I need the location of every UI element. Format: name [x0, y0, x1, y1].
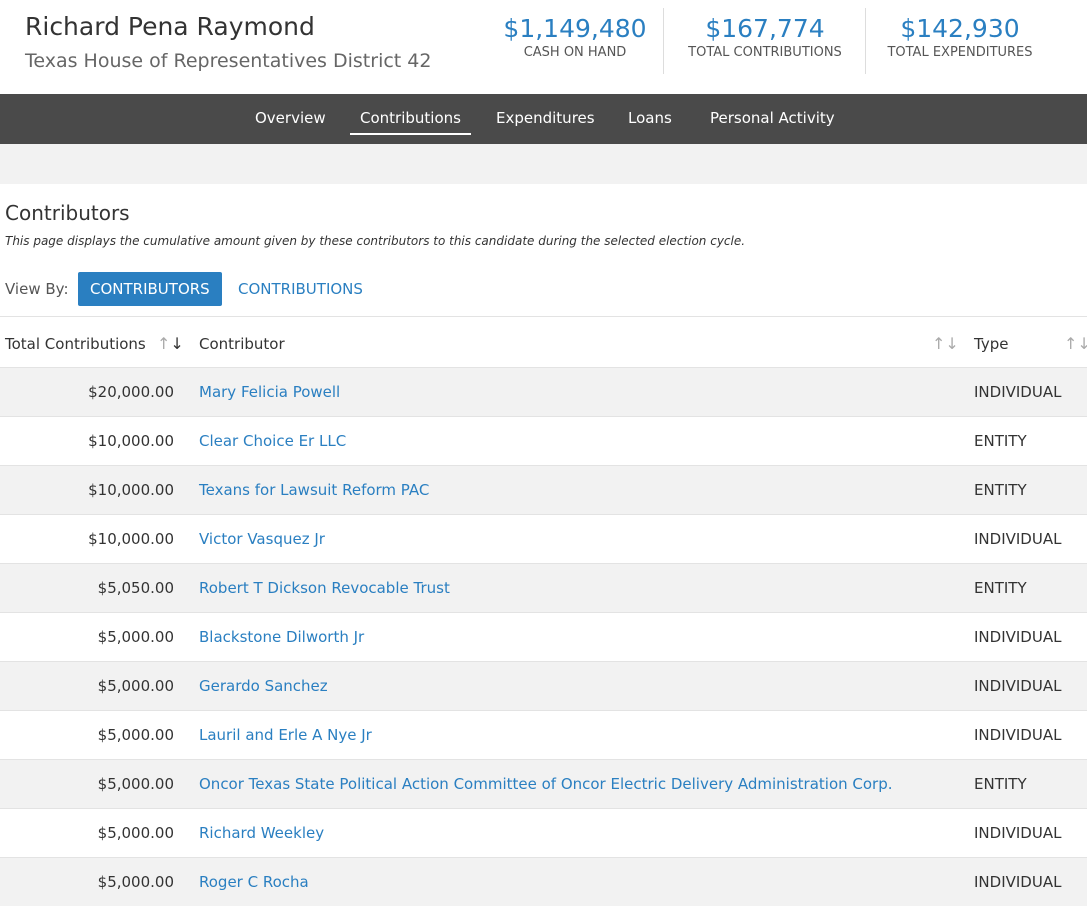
amount: $5,000.00	[97, 677, 174, 695]
type: ENTITY	[974, 579, 1027, 597]
contributor-link[interactable]: Lauril and Erle A Nye Jr	[199, 726, 372, 744]
table-row: $5,000.00 Gerardo Sanchez INDIVIDUAL	[0, 661, 1087, 710]
table-row: $10,000.00 Clear Choice Er LLC ENTITY	[0, 416, 1087, 465]
nav-bar: Overview Contributions Expenditures Loans Pe…	[0, 94, 1087, 144]
sort-icon[interactable]: ↑↓	[932, 334, 959, 353]
contributor-link[interactable]: Robert T Dickson Revocable Trust	[199, 579, 450, 597]
table-row: $5,000.00 Blackstone Dilworth Jr INDIVIDUA…	[0, 612, 1087, 661]
column-header[interactable]: Type	[974, 335, 1009, 353]
contributor-link[interactable]: Victor Vasquez Jr	[199, 530, 325, 548]
contributor-link[interactable]: Gerardo Sanchez	[199, 677, 328, 695]
contributor-link[interactable]: Clear Choice Er LLC	[199, 432, 347, 450]
amount: $5,000.00	[97, 824, 174, 842]
amount: $10,000.00	[88, 530, 174, 548]
view-button[interactable]: CONTRIBUTIONS	[238, 280, 363, 298]
stat-label: TOTAL CONTRIBUTIONS	[688, 45, 842, 60]
amount: $5,000.00	[97, 873, 174, 891]
table-row: $5,000.00 Richard Weekley INDIVIDUAL	[0, 808, 1087, 857]
contributor-link[interactable]: Mary Felicia Powell	[199, 383, 341, 401]
table-row: $5,000.00 Oncor Texas State Political Act…	[0, 759, 1087, 808]
type: INDIVIDUAL	[974, 677, 1062, 695]
table-row: $10,000.00 Texans for Lawsuit Reform PAC E…	[0, 465, 1087, 514]
table-header: Total Contributions ↑↓ Contributor ↑↓ Ty…	[0, 316, 1087, 367]
nav-item[interactable]: Loans	[628, 109, 672, 127]
section-description: This page displays the cumulative amount…	[5, 234, 746, 248]
stat: $1,149,480 CASH ON HAND	[475, 14, 675, 60]
stat-label: TOTAL EXPENDITURES	[887, 45, 1033, 60]
table-row: $5,050.00 Robert T Dickson Revocable Trus…	[0, 563, 1087, 612]
contributor-link[interactable]: Blackstone Dilworth Jr	[199, 628, 365, 646]
nav-item[interactable]: Contributions	[350, 109, 471, 135]
amount: $10,000.00	[88, 432, 174, 450]
sort-icon[interactable]: ↑↓	[157, 334, 184, 353]
table-row: $5,000.00 Roger C Rocha INDIVIDUAL	[0, 857, 1087, 906]
divider	[663, 8, 664, 74]
amount: $20,000.00	[88, 383, 174, 401]
contributor-link[interactable]: Oncor Texas State Political Action Commi…	[199, 775, 893, 793]
band	[0, 144, 1087, 184]
amount: $5,000.00	[97, 628, 174, 646]
contributor-link[interactable]: Texans for Lawsuit Reform PAC	[199, 481, 430, 499]
sort-icon[interactable]: ↑↓	[1064, 334, 1087, 353]
stat-value: $1,149,480	[503, 14, 647, 43]
amount: $5,000.00	[97, 775, 174, 793]
column-header[interactable]: Contributor	[199, 335, 285, 353]
contributor-link[interactable]: Roger C Rocha	[199, 873, 309, 891]
type: INDIVIDUAL	[974, 824, 1062, 842]
type: INDIVIDUAL	[974, 530, 1062, 548]
type: INDIVIDUAL	[974, 726, 1062, 744]
type: INDIVIDUAL	[974, 873, 1062, 891]
stat: $167,774 TOTAL CONTRIBUTIONS	[665, 14, 865, 60]
stat: $142,930 TOTAL EXPENDITURES	[860, 14, 1060, 60]
candidate-office: Texas House of Representatives District …	[25, 50, 432, 72]
table-row: $5,000.00 Lauril and Erle A Nye Jr INDIVID…	[0, 710, 1087, 759]
divider	[865, 8, 866, 74]
type: INDIVIDUAL	[974, 628, 1062, 646]
table-row: $20,000.00 Mary Felicia Powell INDIVIDUAL	[0, 367, 1087, 416]
table-row: $10,000.00 Victor Vasquez Jr INDIVIDUAL	[0, 514, 1087, 563]
nav-item[interactable]: Personal Activity	[710, 109, 835, 127]
view-button[interactable]: CONTRIBUTORS	[78, 272, 222, 306]
column-header[interactable]: Total Contributions	[5, 335, 146, 353]
amount: $5,000.00	[97, 726, 174, 744]
amount: $5,050.00	[97, 579, 174, 597]
view-by-label: View By:	[5, 280, 69, 298]
contributor-link[interactable]: Richard Weekley	[199, 824, 325, 842]
type: ENTITY	[974, 432, 1027, 450]
amount: $10,000.00	[88, 481, 174, 499]
candidate-name: Richard Pena Raymond	[25, 12, 315, 41]
stat-label: CASH ON HAND	[523, 45, 627, 60]
type: INDIVIDUAL	[974, 383, 1062, 401]
stat-value: $167,774	[705, 14, 825, 43]
type: ENTITY	[974, 775, 1027, 793]
nav-item[interactable]: Overview	[255, 109, 326, 127]
type: ENTITY	[974, 481, 1027, 499]
stat-value: $142,930	[900, 14, 1020, 43]
nav-item[interactable]: Expenditures	[496, 109, 595, 127]
section-title: Contributors	[5, 201, 130, 225]
